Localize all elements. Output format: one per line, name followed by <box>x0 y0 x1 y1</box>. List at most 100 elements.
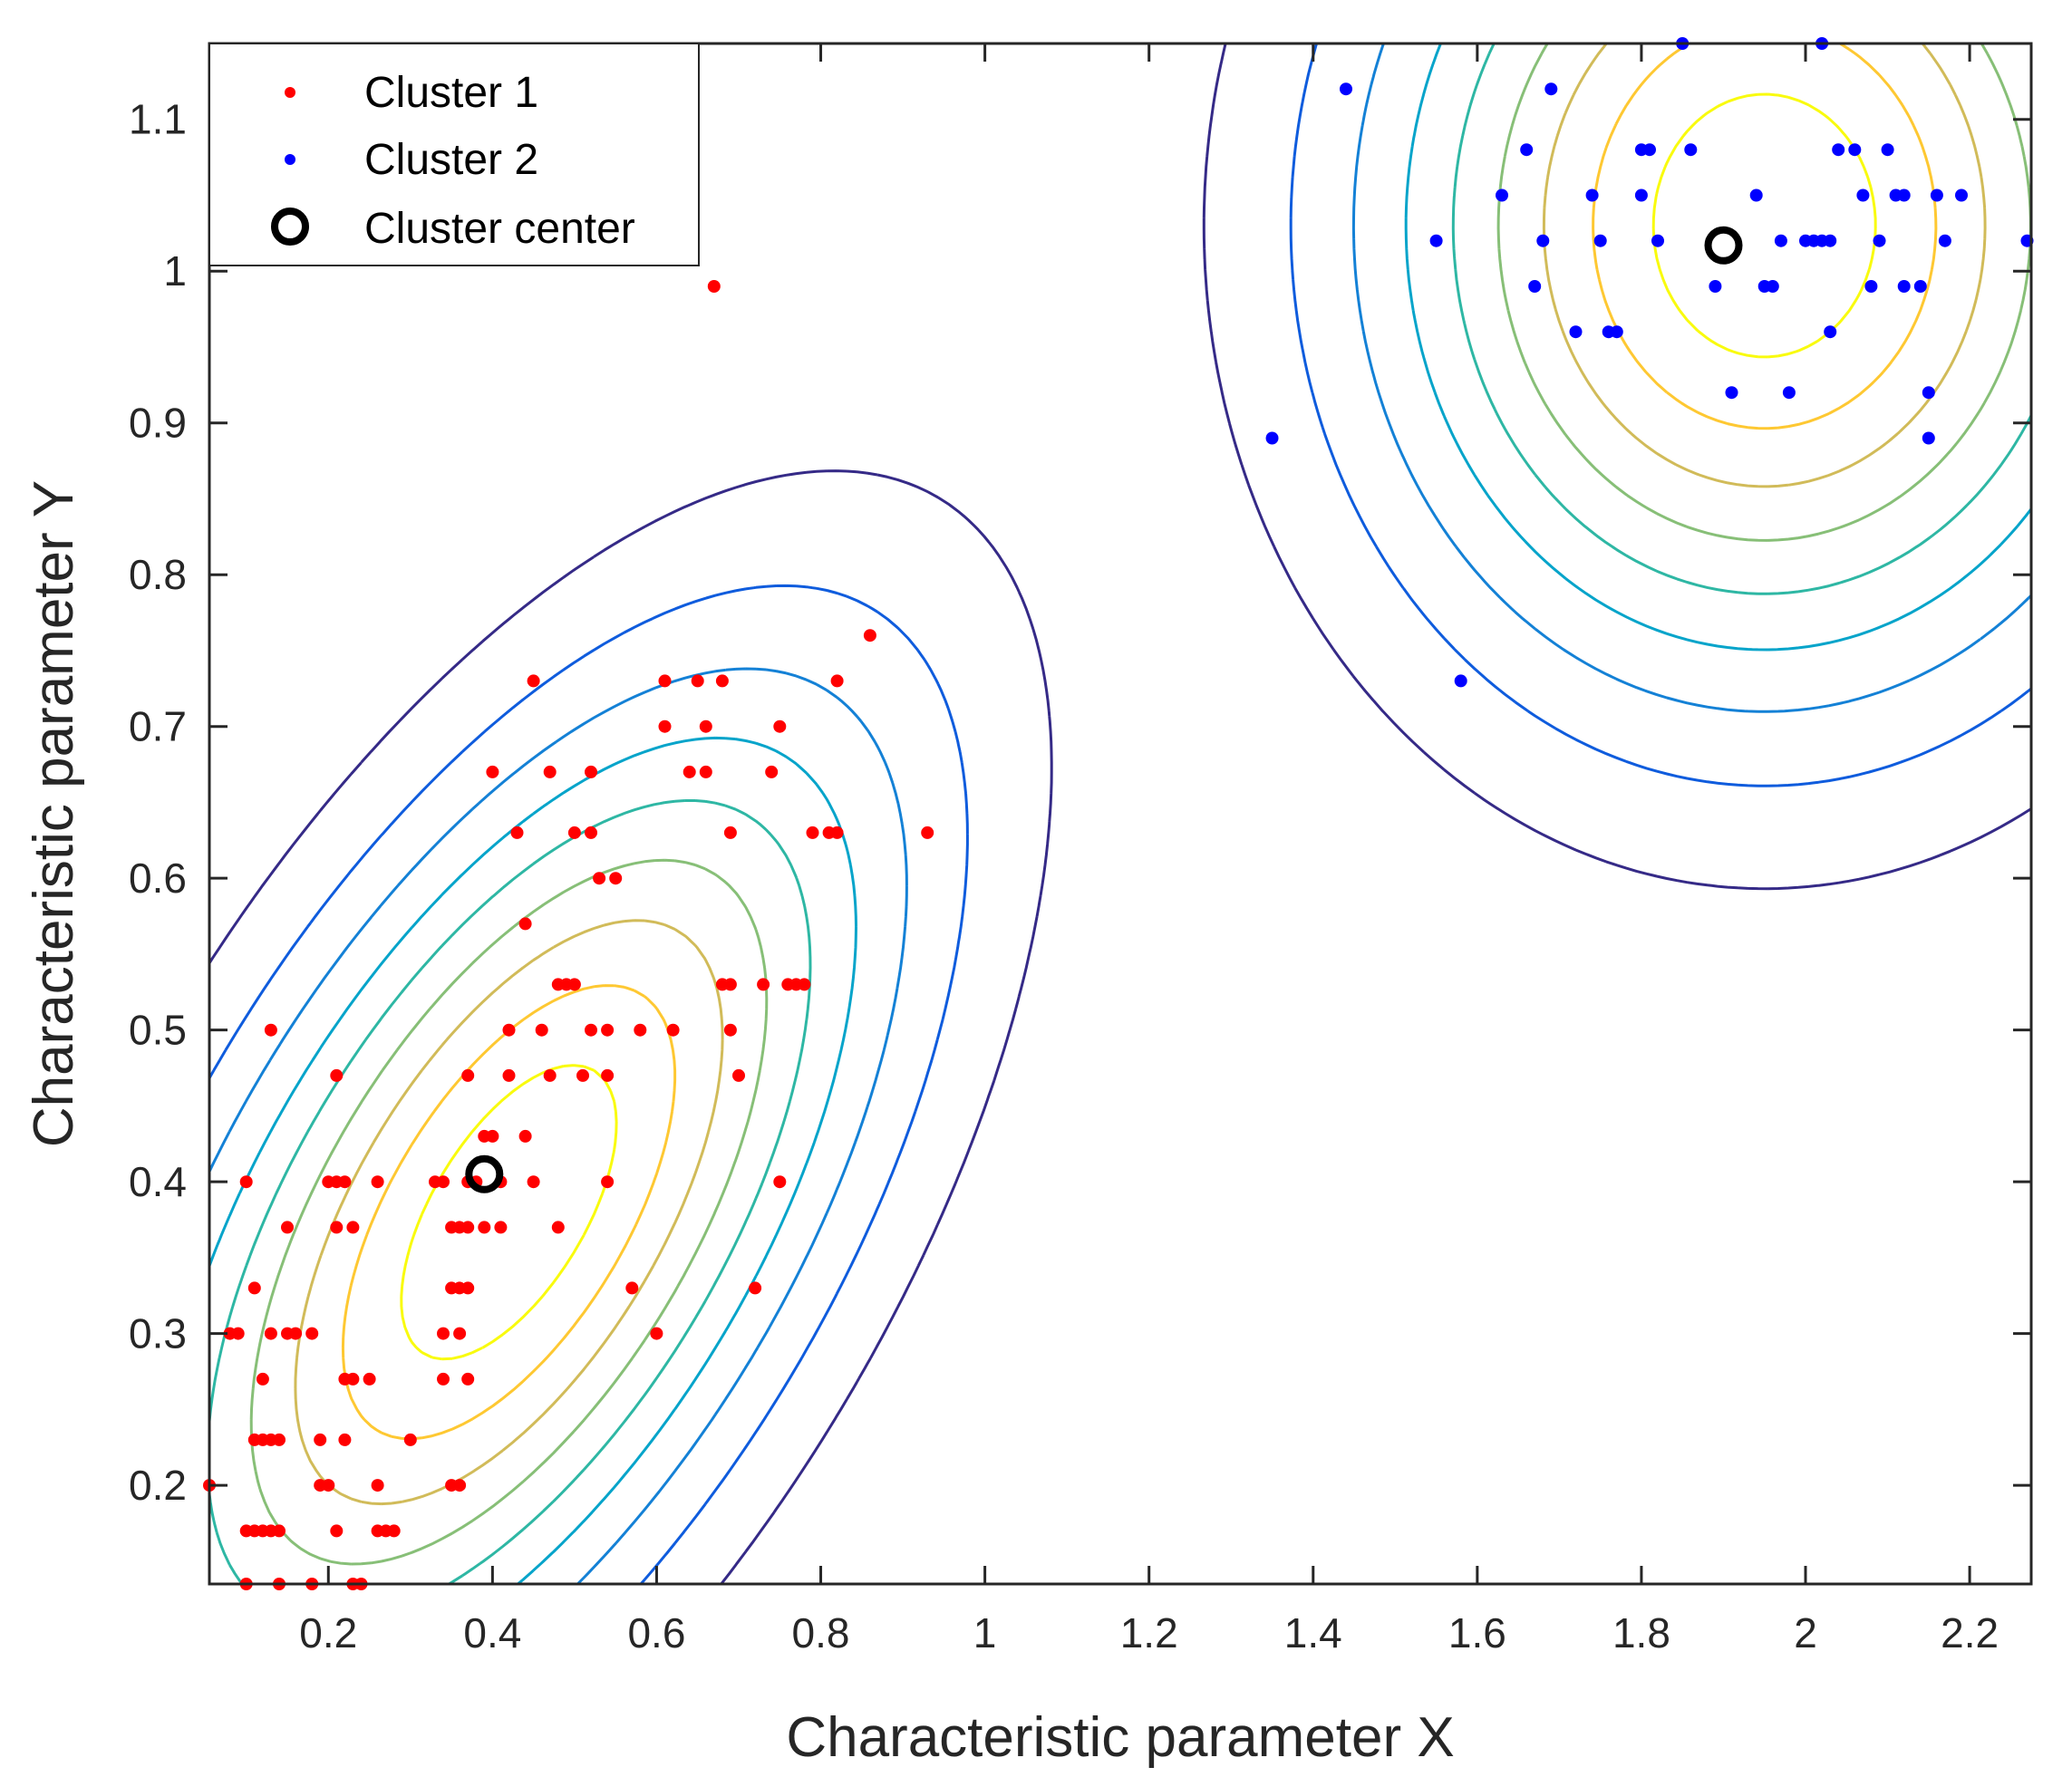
cluster-2-point <box>1585 188 1599 202</box>
cluster-2-point <box>1684 143 1698 157</box>
cluster-1-point <box>453 1327 467 1340</box>
cluster-2-point <box>1824 325 1837 339</box>
cluster-1-point <box>723 1023 737 1037</box>
legend-label-cluster-2: Cluster 2 <box>364 136 538 184</box>
legend-marker-cluster-2 <box>285 154 295 165</box>
cluster-1-point <box>650 1327 663 1340</box>
contour-lines <box>208 42 2033 1586</box>
cluster-1-point <box>453 1479 467 1492</box>
cluster-1-point <box>585 826 597 839</box>
cluster-1-point <box>699 765 712 778</box>
cluster-centers <box>465 226 1743 1193</box>
cluster-1-point <box>478 1221 491 1234</box>
cluster-1-point <box>437 1372 450 1386</box>
cluster-1-point <box>281 1221 294 1234</box>
x-axis-ticks: 0.2 0.4 0.6 0.8 1 1.2 1.4 1.6 1.8 2 2.2 <box>299 43 1999 1656</box>
cluster-1-point <box>330 1524 344 1538</box>
cluster-2-point <box>1930 188 1943 202</box>
y-axis-title: Characteristic parameter Y <box>23 480 85 1147</box>
cluster-1-point <box>806 826 819 839</box>
cluster-1-point <box>371 1175 384 1189</box>
cluster-1-point <box>502 1023 516 1037</box>
cluster-1-point <box>231 1327 245 1340</box>
y-tick-label: 1.1 <box>129 96 187 143</box>
cluster-1-point <box>264 1023 277 1037</box>
y-tick-label: 0.8 <box>129 551 187 598</box>
cluster-2-point <box>1544 82 1558 96</box>
cluster-1-point <box>585 1023 597 1037</box>
y-tick-label: 1 <box>163 247 187 295</box>
cluster-1-point <box>330 1068 344 1082</box>
cluster-1-point <box>338 1433 352 1446</box>
cluster-1-point <box>527 674 540 688</box>
y-tick-label: 0.6 <box>129 855 187 902</box>
cluster-1-point <box>765 765 779 778</box>
cluster-1-point <box>363 1372 376 1386</box>
x-tick-label: 1 <box>973 1609 997 1656</box>
cluster-1-point <box>403 1433 417 1446</box>
cluster-1-point <box>609 872 623 885</box>
cluster-1-point <box>346 1221 360 1234</box>
legend-label-cluster-1: Cluster 1 <box>364 69 538 117</box>
cluster-2-point <box>1528 280 1542 293</box>
x-tick-label: 1.8 <box>1612 1609 1670 1656</box>
cluster-2-point <box>1643 143 1656 157</box>
cluster-1-point <box>757 978 770 991</box>
cluster-2-point <box>1848 143 1862 157</box>
cluster-1-point <box>773 719 787 733</box>
cluster-1-point <box>264 1327 277 1340</box>
cluster-1-point <box>625 1281 639 1295</box>
cluster-2-point <box>1922 431 1935 445</box>
cluster-1-point <box>535 1023 548 1037</box>
cluster-center-marker <box>1704 226 1743 265</box>
cluster-2-point <box>1913 280 1927 293</box>
contour-level-3 <box>208 43 2033 1586</box>
x-tick-label: 2.2 <box>1941 1609 1999 1656</box>
legend-marker-cluster-1 <box>285 87 295 98</box>
y-tick-label: 0.5 <box>129 1007 187 1054</box>
cluster-2-point <box>1824 234 1837 247</box>
x-tick-label: 0.8 <box>792 1609 850 1656</box>
contour-level-7 <box>294 43 1987 1506</box>
cluster-1-point <box>773 1175 787 1189</box>
cluster-2-point <box>1774 234 1787 247</box>
cluster-1-point <box>723 978 737 991</box>
cluster-2-point <box>1856 188 1870 202</box>
x-tick-label: 1.4 <box>1284 1609 1342 1656</box>
cluster-2-point <box>1749 188 1763 202</box>
cluster-1-point <box>551 1221 565 1234</box>
cluster-2-point <box>1610 325 1623 339</box>
cluster-2-point <box>1782 386 1796 400</box>
cluster-1-point <box>510 826 524 839</box>
x-tick-label: 2 <box>1794 1609 1817 1656</box>
cluster-2-point <box>1766 280 1779 293</box>
y-axis-ticks: 0.2 0.3 0.4 0.5 0.6 0.7 0.8 0.9 1 1.1 <box>129 96 2031 1509</box>
cluster-1-point <box>576 1068 589 1082</box>
cluster-1-point <box>338 1175 352 1189</box>
cluster-1-point <box>601 1023 615 1037</box>
legend: Cluster 1 Cluster 2 Cluster center <box>208 43 700 266</box>
contour-level-4 <box>208 43 2033 1586</box>
cluster-2-point <box>1496 188 1508 202</box>
cluster-center-marker <box>465 1154 504 1193</box>
cluster-1-point <box>543 765 557 778</box>
cluster-1-point <box>601 1175 615 1189</box>
cluster-1-point <box>567 826 581 839</box>
cluster-1-point <box>387 1524 401 1538</box>
contour-level-9 <box>400 92 1877 1361</box>
contour-level-6 <box>249 43 2032 1566</box>
contour-level-2 <box>208 43 2032 1585</box>
cluster-1-point <box>585 765 597 778</box>
cluster-1-point <box>437 1175 450 1189</box>
cluster-1-point <box>601 1068 615 1082</box>
cluster-2-point <box>1709 280 1722 293</box>
cluster-1-point <box>798 978 811 991</box>
cluster-2-point <box>1832 143 1845 157</box>
cluster-2-point <box>1881 143 1894 157</box>
cluster-1-point <box>723 826 737 839</box>
cluster-1-point <box>247 1281 261 1295</box>
cluster-1-point <box>699 719 712 733</box>
cluster-1-point <box>461 1372 475 1386</box>
cluster-1-point <box>486 1129 499 1143</box>
cluster-2-point <box>1938 234 1951 247</box>
